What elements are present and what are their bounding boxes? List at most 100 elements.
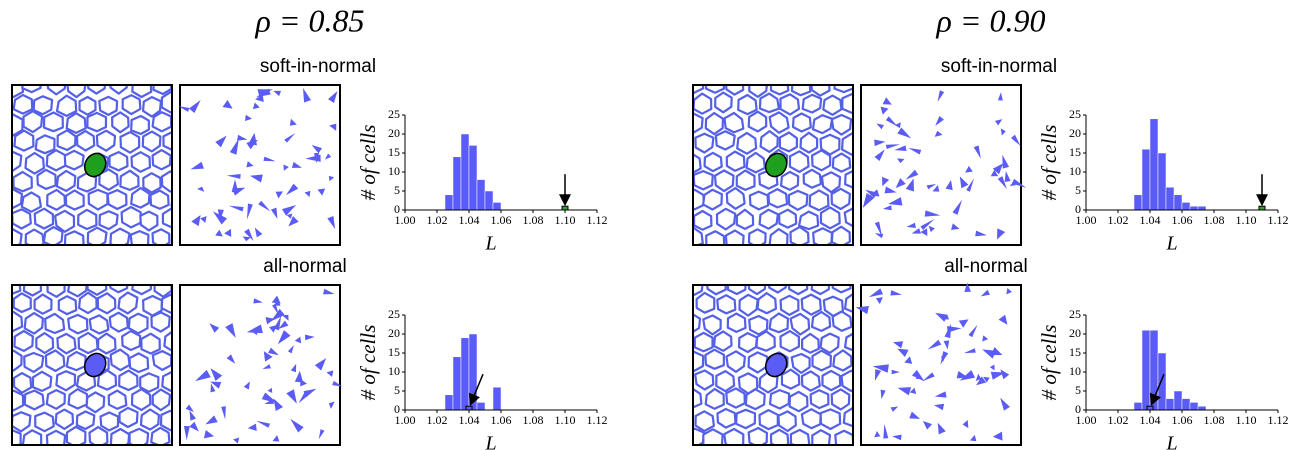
cell — [792, 77, 810, 95]
cell — [749, 112, 767, 132]
page: {"headers": ["ρ = 0.85", "ρ = 0.90"], "c… — [0, 0, 1309, 450]
cell — [99, 97, 117, 115]
cell — [802, 295, 821, 315]
histogram-bar — [1142, 149, 1150, 210]
cell — [141, 410, 159, 430]
cell — [97, 131, 115, 151]
histogram-bar — [1198, 206, 1206, 210]
cell — [803, 95, 822, 113]
cell — [703, 190, 722, 210]
cell — [672, 258, 690, 277]
cell — [842, 94, 860, 113]
y-tick-label: 5 — [394, 183, 400, 197]
cell — [110, 313, 128, 332]
cell — [184, 255, 202, 275]
y-tick-label: 5 — [1075, 383, 1081, 397]
cell — [727, 351, 745, 372]
cell — [79, 333, 98, 353]
x-tick-label: 1.02 — [1108, 213, 1129, 227]
cell — [140, 248, 159, 268]
cell — [37, 170, 55, 189]
histogram-bar — [1134, 195, 1142, 210]
cell — [782, 370, 799, 389]
cell — [740, 295, 758, 316]
cell — [725, 113, 744, 132]
highlight-bar — [1147, 406, 1153, 410]
y-tick-label: 10 — [388, 364, 400, 378]
cell — [87, 113, 106, 131]
cell — [0, 75, 2, 93]
highlight-bar — [562, 206, 568, 210]
cell — [57, 334, 75, 354]
cell — [14, 331, 33, 351]
cell — [101, 413, 119, 431]
cell — [0, 208, 9, 227]
cell — [759, 54, 777, 73]
cell — [736, 410, 755, 428]
histogram-bar — [469, 145, 477, 210]
cell — [142, 55, 159, 74]
x-tick-label: 1.06 — [491, 213, 512, 227]
cell — [79, 293, 97, 313]
cell — [781, 172, 798, 190]
cell — [694, 211, 711, 230]
histogram-bar — [1190, 402, 1198, 410]
cell — [695, 333, 713, 351]
cell — [25, 391, 44, 410]
cell — [58, 130, 76, 150]
cell — [0, 409, 11, 429]
histogram-bar — [477, 180, 485, 210]
cell — [162, 171, 180, 191]
cell — [822, 172, 840, 192]
cell — [674, 171, 692, 190]
cell — [750, 192, 768, 210]
cell — [16, 249, 33, 268]
cell — [801, 247, 820, 266]
cell — [746, 389, 765, 409]
cell — [0, 96, 11, 115]
x-tick-label: 1.02 — [1108, 413, 1129, 427]
cell — [694, 171, 713, 189]
cell — [44, 113, 63, 132]
y-tick-label: 15 — [1069, 345, 1081, 359]
cell — [57, 171, 75, 191]
cell — [77, 412, 94, 430]
cell — [790, 392, 808, 411]
cell — [207, 58, 224, 77]
cell — [111, 429, 129, 449]
cell — [833, 350, 851, 370]
cell — [813, 351, 831, 371]
cell — [67, 113, 86, 133]
cell — [35, 413, 54, 432]
cell — [747, 153, 765, 173]
y-tick-label: 25 — [1069, 307, 1081, 321]
histogram-bar — [445, 195, 453, 210]
cell — [792, 354, 810, 373]
x-tick-label: 1.12 — [587, 213, 608, 227]
cell — [823, 256, 842, 275]
cell — [0, 246, 11, 265]
cell — [47, 190, 65, 210]
cell — [98, 293, 116, 313]
x-tick-label: 1.08 — [523, 413, 544, 427]
cell — [791, 314, 810, 335]
row-label: soft-in-normal — [941, 56, 1057, 77]
x-tick-label: 1.04 — [1140, 213, 1161, 227]
cell — [185, 249, 203, 268]
cell — [717, 209, 735, 230]
cell — [739, 259, 757, 278]
x-tick-label: 1.02 — [427, 413, 448, 427]
cell — [0, 372, 12, 392]
cell — [24, 353, 43, 372]
cell — [14, 95, 33, 114]
x-axis-label: L — [1165, 233, 1177, 255]
cell — [140, 254, 159, 274]
x-tick-label: 1.04 — [459, 213, 480, 227]
cell — [78, 210, 96, 229]
cell — [14, 293, 31, 312]
y-axis-label: # of cells — [1037, 125, 1061, 201]
cell — [0, 131, 12, 150]
cell — [122, 246, 141, 266]
y-tick-label: 20 — [388, 326, 400, 340]
cell — [25, 313, 43, 334]
